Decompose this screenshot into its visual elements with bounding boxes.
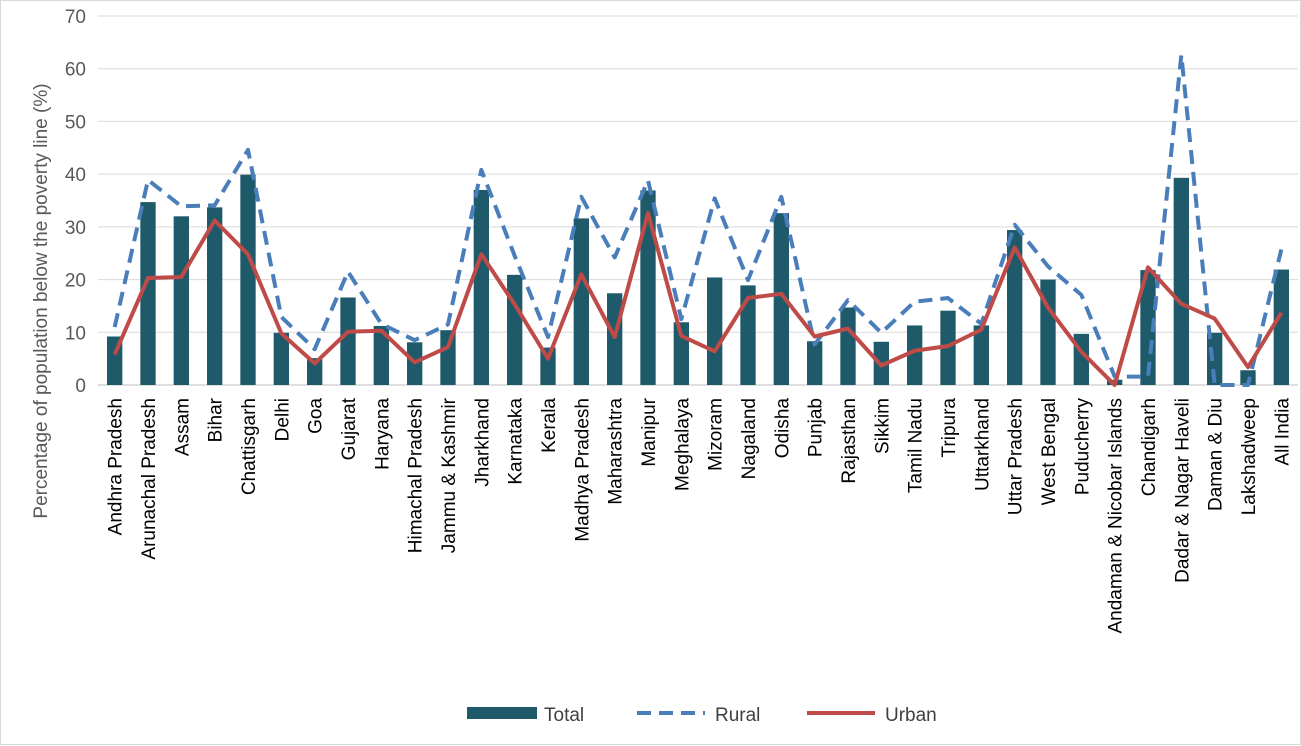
y-tick-label: 0 xyxy=(75,376,86,397)
y-tick-labels: 0 10 20 30 40 50 60 70 xyxy=(65,7,86,397)
legend-total-swatch xyxy=(467,707,537,719)
y-tick-label: 30 xyxy=(65,218,86,239)
x-category-label: Assam xyxy=(172,398,193,456)
bar-total xyxy=(1007,230,1023,385)
bar-total xyxy=(540,347,556,385)
bar-total xyxy=(173,216,189,385)
bar-total xyxy=(1273,269,1289,385)
legend-urban-label: Urban xyxy=(885,705,937,726)
x-category-label: Odisha xyxy=(772,398,793,459)
x-category-label: Chattisgarh xyxy=(239,398,260,495)
y-tick-label: 70 xyxy=(65,7,86,28)
x-category-label: Maharashtra xyxy=(606,398,627,505)
bar-total xyxy=(640,190,656,385)
bar-total xyxy=(240,174,256,385)
bar-total xyxy=(207,207,223,385)
x-category-label: Goa xyxy=(306,398,327,434)
x-category-label: Arunachal Pradesh xyxy=(139,398,160,560)
y-tick-label: 40 xyxy=(65,165,86,186)
x-category-label: Madhya Pradesh xyxy=(572,398,593,542)
y-axis-title: Percentage of population below the pover… xyxy=(31,83,52,518)
legend: Total Rural Urban xyxy=(467,705,937,726)
bar-total xyxy=(707,277,723,385)
x-category-label: Andaman & Nicobar Islands xyxy=(1106,398,1127,634)
series-lines xyxy=(112,53,1284,387)
x-category-label: Bihar xyxy=(206,397,227,442)
bar-total xyxy=(807,341,823,385)
bar-total xyxy=(840,307,856,385)
x-category-label: Sikkim xyxy=(872,398,893,454)
bar-total xyxy=(273,332,289,385)
bar-total xyxy=(473,189,489,385)
x-category-label: Tamil Nadu xyxy=(906,398,927,493)
bar-total xyxy=(573,218,589,385)
x-category-label: Lakshadweep xyxy=(1239,398,1260,515)
x-category-label: Andhra Pradesh xyxy=(106,398,127,535)
y-tick-label: 20 xyxy=(65,271,86,292)
x-category-label: Mizoram xyxy=(706,398,727,471)
bar-total xyxy=(140,202,156,385)
x-category-label: Haryana xyxy=(372,398,393,470)
bar-total xyxy=(440,330,456,385)
x-category-label: Uttar Pradesh xyxy=(1006,398,1027,515)
bar-total xyxy=(973,325,989,385)
x-category-label: Himachal Pradesh xyxy=(406,398,427,553)
bar-total xyxy=(340,297,356,385)
x-category-label: West Bengal xyxy=(1039,398,1060,505)
legend-total-label: Total xyxy=(544,705,584,726)
line-rural xyxy=(112,53,1284,387)
x-category-label: Daman & Diu xyxy=(1206,398,1227,511)
x-category-label: Dadar & Nagar Haveli xyxy=(1172,398,1193,583)
x-category-label: Uttarkhand xyxy=(972,398,993,491)
x-category-label: Tripura xyxy=(939,398,960,458)
bar-total xyxy=(1173,177,1189,385)
bar-total xyxy=(773,213,789,385)
x-category-label: Chandigarh xyxy=(1139,398,1160,496)
x-category-label: Rajasthan xyxy=(839,398,860,484)
x-category-label: Puducherry xyxy=(1072,398,1093,496)
bar-total xyxy=(607,293,623,385)
x-category-label: Jammu & Kashmir xyxy=(439,397,460,553)
x-category-labels: Andhra Pradesh Arunachal Pradesh Assam Biha… xyxy=(106,397,1294,633)
legend-rural-label: Rural xyxy=(715,705,760,726)
bar-total xyxy=(307,358,323,385)
bar-total xyxy=(740,285,756,385)
bar-total xyxy=(1140,270,1156,385)
x-category-label: Punjab xyxy=(806,398,827,457)
bar-total xyxy=(507,274,523,385)
x-category-label: Meghalaya xyxy=(672,398,693,491)
x-category-label: Kerala xyxy=(539,398,560,453)
y-tick-label: 60 xyxy=(65,60,86,81)
x-category-label: Jharkhand xyxy=(472,398,493,487)
x-category-label: Gujarat xyxy=(339,397,360,460)
y-tick-label: 50 xyxy=(65,112,86,133)
line-urban xyxy=(112,211,1284,387)
total-bars xyxy=(107,174,1289,385)
bar-total xyxy=(907,325,923,385)
bar-total xyxy=(373,325,389,385)
bar-total xyxy=(1040,279,1056,385)
y-tick-label: 10 xyxy=(65,323,86,344)
x-category-label: Manipur xyxy=(639,397,660,466)
x-category-label: All India xyxy=(1272,398,1293,466)
bar-total xyxy=(1207,332,1223,385)
x-category-label: Nagaland xyxy=(739,398,760,479)
x-category-label: Karnataka xyxy=(506,398,527,485)
x-category-label: Delhi xyxy=(272,398,293,441)
